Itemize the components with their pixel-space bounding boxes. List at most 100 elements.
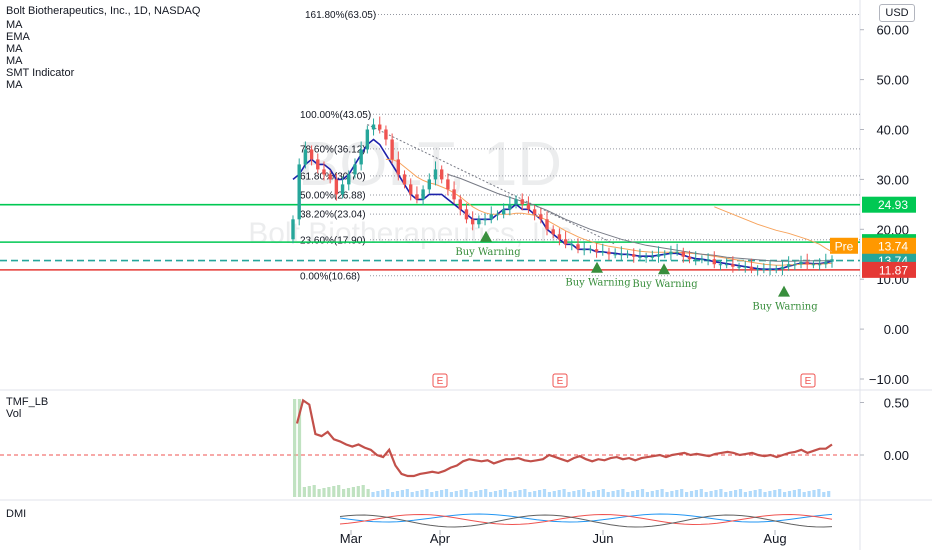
candle [811, 260, 816, 269]
volume-bar [734, 490, 738, 497]
volume-bar [596, 490, 600, 497]
candle [539, 208, 543, 224]
volume-bar [366, 489, 370, 497]
indicator-ma-3[interactable]: MA [6, 55, 23, 67]
indicator-ma-1[interactable]: MA [6, 19, 23, 31]
volume-bar [577, 490, 581, 497]
earnings-marker-box [552, 373, 568, 388]
candle-body [601, 251, 605, 253]
candle [706, 253, 710, 266]
candle [768, 261, 772, 276]
volume-bar [552, 491, 556, 497]
volume-bar [503, 489, 507, 497]
volume-bar [312, 485, 316, 497]
volume-bar [542, 489, 547, 497]
candle [433, 161, 438, 186]
candle-body [774, 269, 778, 271]
candle-body [489, 214, 493, 220]
volume-bar [665, 492, 669, 497]
dmi-line [339, 513, 833, 526]
volume-bar [753, 490, 757, 497]
candle [495, 210, 500, 221]
candle-body [762, 269, 766, 271]
candle [786, 256, 791, 271]
candle-body [780, 266, 785, 270]
volume-bar [768, 491, 772, 497]
candle-body [613, 254, 617, 256]
candle-body [706, 259, 710, 261]
volume-bar [817, 489, 821, 497]
candle [601, 243, 605, 256]
volume-bar [689, 491, 694, 497]
candle [421, 185, 425, 206]
candle-body [755, 269, 760, 271]
pre-price-box [862, 237, 916, 254]
volume-bar [611, 491, 615, 497]
candle [446, 173, 450, 196]
candle-body [737, 266, 741, 268]
candle-body [520, 199, 524, 205]
volume-bar [351, 487, 355, 497]
candle [526, 196, 531, 214]
moving-average-line [714, 206, 833, 253]
volume-bar [738, 489, 743, 497]
candle [724, 258, 729, 269]
volume-bar [547, 492, 551, 497]
indicator-smt[interactable]: SMT Indicator [6, 67, 75, 79]
candle-body [309, 149, 314, 160]
indicator-ma-4[interactable]: MA [6, 79, 23, 91]
candle [359, 141, 363, 171]
candle [718, 260, 723, 271]
volume-bar [685, 492, 689, 497]
volume-bar [748, 491, 752, 497]
candle [681, 247, 686, 263]
candle-body [359, 149, 363, 165]
candle-body [433, 169, 438, 180]
volume-bar [787, 491, 792, 497]
candle [774, 265, 778, 274]
candle [749, 258, 754, 274]
volume-bar [587, 492, 591, 497]
buy-warning-label: Buy Warning [455, 247, 521, 258]
currency-button[interactable]: USD [879, 4, 915, 22]
x-tick-label: Aug [763, 531, 786, 546]
candle-body [378, 124, 382, 130]
candle-body [539, 214, 543, 220]
volume-bar [391, 492, 395, 497]
candle [650, 250, 655, 261]
tmf-legend[interactable]: TMF_LB [6, 396, 49, 408]
volume-bar [636, 490, 640, 497]
candle [576, 238, 580, 254]
tmf-tick-label: 0.00 [884, 448, 909, 463]
candle [613, 248, 617, 259]
candle-body [650, 256, 655, 258]
indicator-ema[interactable]: EMA [6, 31, 30, 43]
candle [743, 260, 747, 273]
candle [712, 251, 716, 269]
candle [477, 215, 481, 229]
candle [316, 153, 320, 174]
candle [532, 205, 537, 221]
candle-body [768, 269, 772, 271]
candle [297, 158, 301, 226]
volume-bar [337, 485, 341, 497]
volume-bar [386, 489, 390, 497]
y-tick-label: 50.00 [876, 73, 909, 88]
candle [371, 118, 376, 136]
y-tick-label: −10.00 [869, 372, 909, 387]
volume-bar [430, 492, 434, 497]
indicator-ma-2[interactable]: MA [6, 43, 23, 55]
volume-bar [297, 399, 302, 497]
candle-body [390, 139, 394, 160]
candle [675, 243, 679, 256]
candle-body [619, 254, 624, 256]
volume-bar [797, 489, 801, 497]
candle [514, 195, 518, 209]
volume-bar [802, 492, 806, 497]
volume-bar [704, 492, 708, 497]
candle-body [439, 169, 444, 180]
x-tick-label: Apr [430, 531, 451, 546]
dmi-legend[interactable]: DMI [6, 508, 27, 520]
vol-legend[interactable]: Vol [6, 408, 22, 420]
